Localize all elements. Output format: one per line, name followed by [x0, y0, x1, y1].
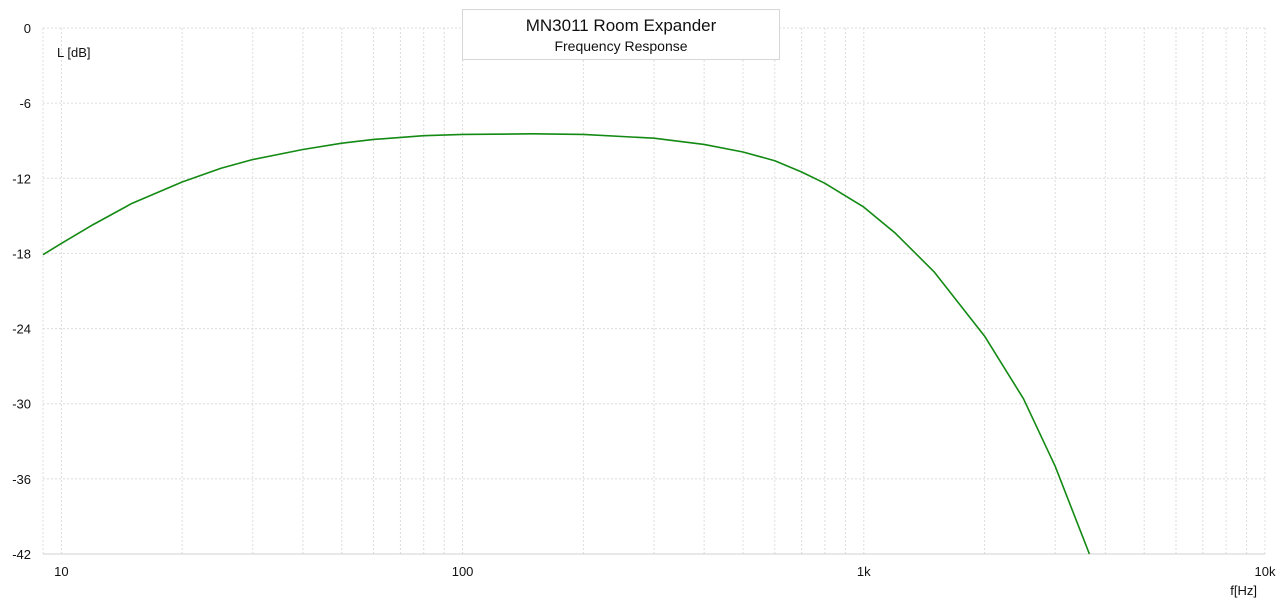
y-tick-label: -24 [12, 322, 31, 337]
y-tick-label: -36 [12, 472, 31, 487]
y-tick-label: -6 [19, 96, 31, 111]
x-tick-label: 100 [452, 564, 474, 579]
y-tick-label: -30 [12, 397, 31, 412]
chart-title-box: MN3011 Room Expander Frequency Response [462, 9, 780, 60]
y-tick-label: -12 [12, 171, 31, 186]
y-tick-label: -18 [12, 246, 31, 261]
y-axis-label: L [dB] [57, 45, 90, 60]
tick-labels: 0 -6 -12 -18 -24 -30 -36 -42 10 100 1k 10k [12, 21, 1276, 579]
x-tick-label: 10 [54, 564, 68, 579]
chart-subtitle: Frequency Response [554, 38, 688, 54]
x-tick-label: 10k [1255, 564, 1276, 579]
x-axis-label: f[Hz] [1230, 583, 1257, 598]
y-tick-label: -42 [12, 547, 31, 562]
series-layer [42, 133, 1091, 555]
chart-title: MN3011 Room Expander [525, 16, 717, 35]
y-tick-label: 0 [24, 21, 31, 36]
series-line [42, 133, 1091, 555]
grid [42, 27, 1266, 555]
x-tick-label: 1k [857, 564, 871, 579]
